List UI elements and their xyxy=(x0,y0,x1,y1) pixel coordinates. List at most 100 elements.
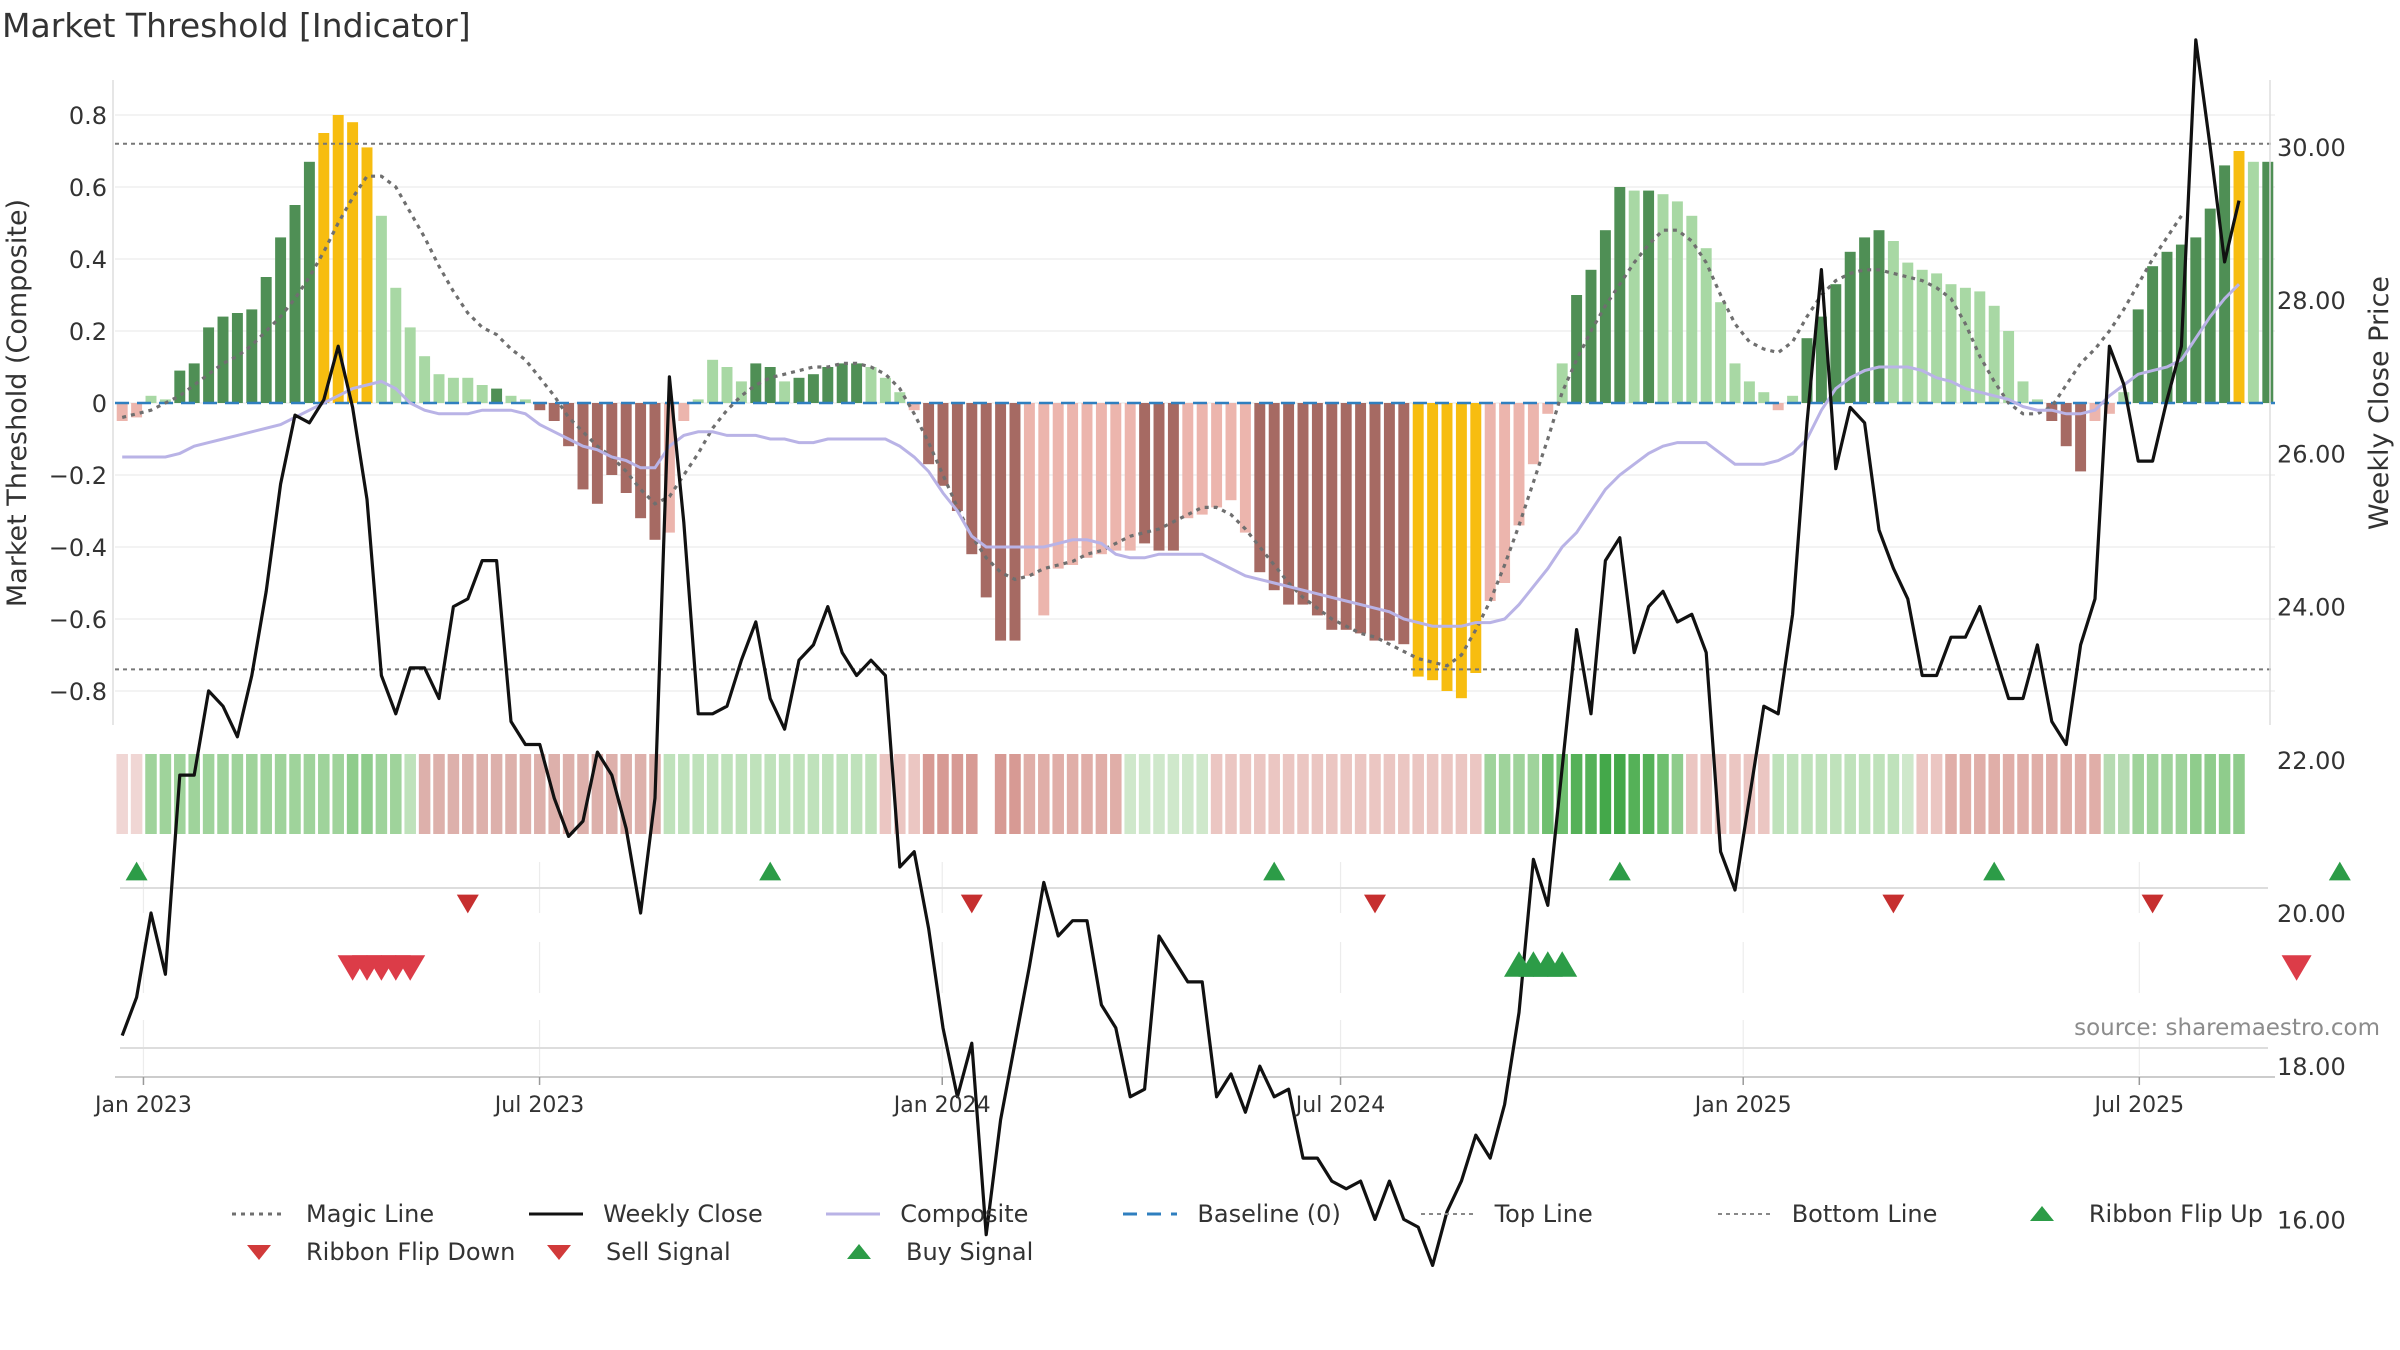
ribbon-segment xyxy=(418,754,431,834)
legend-label: Baseline (0) xyxy=(1197,1200,1341,1228)
ribbon-segment xyxy=(303,754,316,834)
y-tick-label: 0 xyxy=(92,390,107,418)
threshold-bar xyxy=(145,395,157,403)
ribbon-segment xyxy=(2218,754,2231,834)
ribbon-segment xyxy=(2190,754,2202,834)
ribbon-segment xyxy=(1182,754,1194,834)
legend-item: Top Line xyxy=(1419,1200,1716,1228)
threshold-bar xyxy=(678,403,690,421)
y-tick-label: 0.6 xyxy=(69,174,107,202)
threshold-bar xyxy=(649,403,661,540)
ribbon-segment xyxy=(1772,754,1784,834)
threshold-bar xyxy=(159,399,171,403)
threshold-bar xyxy=(1628,190,1640,403)
ribbon-segment xyxy=(764,754,776,834)
threshold-bar xyxy=(1671,201,1683,403)
ribbon-segment xyxy=(807,754,820,834)
threshold-bar xyxy=(1599,230,1611,403)
threshold-bar xyxy=(289,205,301,403)
threshold-bar xyxy=(318,133,330,403)
ribbon-segment xyxy=(836,754,848,834)
threshold-bar xyxy=(995,403,1007,641)
threshold-bar xyxy=(1153,403,1165,551)
ribbon-segment xyxy=(332,754,344,834)
threshold-bar xyxy=(1326,403,1338,630)
signal-markers xyxy=(125,861,2351,981)
threshold-bar xyxy=(980,403,992,598)
threshold-bar xyxy=(1167,403,1179,551)
ribbon-segment xyxy=(865,754,877,834)
ribbon-segment xyxy=(793,754,805,834)
threshold-bar xyxy=(1182,403,1194,519)
threshold-bar xyxy=(174,370,186,403)
threshold-bar xyxy=(462,377,474,403)
ribbon-segment xyxy=(1124,754,1136,834)
ribbon-segment xyxy=(1239,754,1252,834)
ribbon-segment xyxy=(778,754,791,834)
threshold-bar xyxy=(1139,403,1151,544)
ribbon-segment xyxy=(361,754,373,834)
ribbon-segment xyxy=(951,754,964,834)
threshold-bar xyxy=(1499,403,1511,583)
threshold-bar xyxy=(1585,269,1597,403)
threshold-bar xyxy=(793,377,805,403)
ribbon-segment xyxy=(750,754,762,834)
legend-item: Baseline (0) xyxy=(1121,1200,1418,1228)
threshold-bar xyxy=(2017,381,2029,403)
y-tick-label: 0.2 xyxy=(69,318,107,346)
threshold-bar xyxy=(1513,403,1525,526)
threshold-bar xyxy=(505,395,517,403)
ribbon-flip-down-marker xyxy=(2141,894,2164,914)
ribbon-segment xyxy=(1426,754,1439,834)
ribbon-segment xyxy=(1700,754,1712,834)
threshold-bar xyxy=(1239,403,1251,533)
ribbon-segment xyxy=(1268,754,1280,834)
ribbon-segment xyxy=(1340,754,1352,834)
threshold-bar xyxy=(2132,309,2144,403)
threshold-bar xyxy=(1225,403,1237,501)
ribbon-segment xyxy=(1354,754,1367,834)
ribbon-segment xyxy=(274,754,287,834)
threshold-bar xyxy=(1427,403,1439,681)
ribbon-segment xyxy=(1542,754,1554,834)
threshold-bar xyxy=(865,367,877,403)
light-line-icon xyxy=(826,1212,881,1216)
legend: Magic Line Weekly Close Composite Baseline … xyxy=(230,1195,2310,1271)
ribbon-segment xyxy=(1614,754,1626,834)
ribbon-segment xyxy=(1642,754,1655,834)
x-tick-label: Jan 2023 xyxy=(93,1093,192,1118)
ribbon-segment xyxy=(1009,754,1021,834)
sell-signal-marker xyxy=(2281,955,2312,981)
ribbon-flip-down-marker xyxy=(1882,894,1905,914)
threshold-bar xyxy=(1729,363,1741,403)
threshold-bar xyxy=(375,215,387,403)
ribbon-segment xyxy=(1815,754,1828,834)
threshold-bar xyxy=(2247,161,2259,403)
threshold-bar xyxy=(491,388,503,403)
threshold-bar xyxy=(203,327,215,403)
ribbon-segment xyxy=(1887,754,1900,834)
threshold-bar xyxy=(1268,403,1280,591)
ribbon-segment xyxy=(850,754,863,834)
ribbon-segment xyxy=(260,754,272,834)
legend-label: Sell Signal xyxy=(606,1238,731,1266)
threshold-bar xyxy=(2219,165,2231,403)
threshold-bar xyxy=(923,403,935,465)
threshold-bar xyxy=(390,287,402,403)
ribbon-segment xyxy=(1570,754,1583,834)
threshold-bar xyxy=(1801,338,1813,403)
threshold-bar xyxy=(476,385,488,403)
ribbon-segment xyxy=(1138,754,1151,834)
ribbon-segment xyxy=(1282,754,1295,834)
threshold-bar xyxy=(1916,269,1928,403)
ribbon-segment xyxy=(1225,754,1237,834)
threshold-bar xyxy=(2103,403,2115,414)
legend-label: Composite xyxy=(900,1200,1029,1228)
legend-item: Buy Signal xyxy=(830,1238,1130,1266)
threshold-bar xyxy=(692,399,704,403)
y2-tick-label: 22.00 xyxy=(2277,747,2346,775)
threshold-bar xyxy=(966,403,978,555)
ribbon-segment xyxy=(2204,754,2216,834)
threshold-bar xyxy=(1657,194,1669,403)
ribbon-segment xyxy=(1095,754,1108,834)
